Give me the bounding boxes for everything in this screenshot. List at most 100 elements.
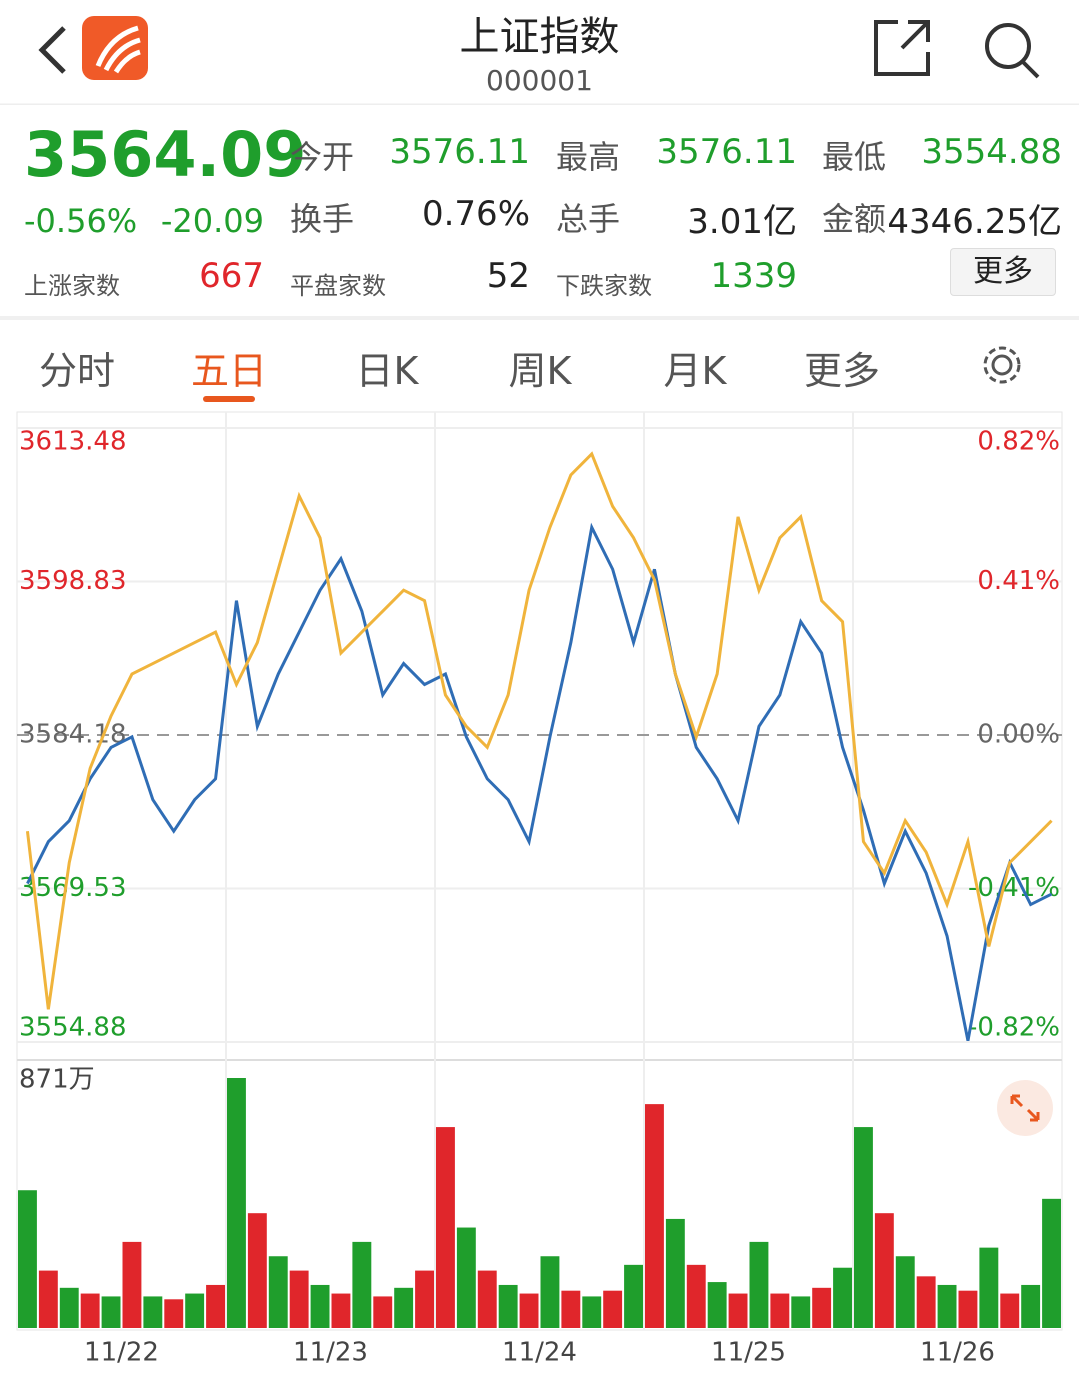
volume-bar xyxy=(833,1267,852,1328)
price: 3564.09 xyxy=(24,118,307,191)
volume-bar xyxy=(1042,1198,1061,1328)
volume-bar xyxy=(937,1284,957,1328)
y-tick-label: 3569.53 xyxy=(19,873,127,903)
y-tick-label: 3598.83 xyxy=(19,566,127,596)
volume-bar xyxy=(268,1256,288,1328)
back-button[interactable] xyxy=(38,26,66,74)
breadth-value: 52 xyxy=(486,256,530,296)
stat-value: 0.76% xyxy=(421,194,530,234)
tab[interactable]: 更多 xyxy=(803,349,881,393)
volume-bar xyxy=(80,1293,100,1328)
volume-bar xyxy=(436,1127,455,1328)
volume-bar xyxy=(812,1287,832,1328)
volume-bar xyxy=(456,1227,476,1328)
volume-bar xyxy=(477,1270,497,1328)
tab[interactable]: 日K xyxy=(355,349,419,393)
x-tick-label: 11/26 xyxy=(920,1338,995,1368)
volume-bar xyxy=(749,1241,769,1328)
volume-bar xyxy=(582,1296,602,1328)
header-icons xyxy=(0,16,1079,105)
volume-bar xyxy=(624,1264,643,1328)
volume-bar xyxy=(707,1282,727,1328)
volume-bar xyxy=(38,1270,58,1328)
stat-value: 3576.11 xyxy=(389,132,530,172)
volume-bar xyxy=(331,1293,351,1328)
volume-bar xyxy=(373,1296,393,1328)
volume-bar xyxy=(958,1290,978,1328)
y-tick-label: 3554.88 xyxy=(19,1013,127,1043)
volume-bar xyxy=(415,1270,434,1328)
tab-underline xyxy=(203,396,255,402)
volume-bar xyxy=(916,1276,936,1328)
volume-bar xyxy=(1000,1293,1020,1328)
volume-bar xyxy=(791,1296,811,1328)
volume-bar xyxy=(645,1104,664,1328)
volume-bar xyxy=(206,1284,225,1328)
volume-bar xyxy=(59,1287,79,1328)
volume-bar xyxy=(979,1247,999,1328)
y2-tick-label: -0.82% xyxy=(968,1013,1060,1043)
volume-bar xyxy=(122,1241,142,1328)
volume-bar xyxy=(143,1296,163,1328)
volume-bar xyxy=(519,1293,539,1328)
stat-value: 4346.25亿 xyxy=(887,202,1062,242)
expand-icon xyxy=(1010,1094,1040,1122)
x-tick-label: 11/24 xyxy=(502,1338,577,1368)
volume-bar xyxy=(18,1190,37,1328)
volume-bar xyxy=(895,1256,915,1328)
x-tick-label: 11/23 xyxy=(293,1338,368,1368)
stat-value: 3554.88 xyxy=(921,132,1062,172)
change: -20.09 xyxy=(160,202,264,240)
breadth-label: 上涨家数 xyxy=(24,272,120,300)
volume-bar xyxy=(185,1293,205,1328)
stat-label: 换手 xyxy=(290,200,355,238)
stat-label: 最高 xyxy=(556,138,621,176)
stat-label: 今开 xyxy=(290,138,355,176)
tab[interactable]: 周K xyxy=(508,349,572,393)
breadth-value: 1339 xyxy=(710,256,797,296)
volume-bar xyxy=(686,1264,706,1328)
y2-tick-label: 0.82% xyxy=(977,427,1060,457)
volume-bar xyxy=(854,1127,873,1328)
volume-bar xyxy=(394,1287,414,1328)
tab[interactable]: 分时 xyxy=(38,349,116,393)
volume-bar xyxy=(1021,1284,1041,1328)
search-button[interactable] xyxy=(985,23,1031,69)
volume-bar xyxy=(540,1256,560,1328)
stat-value: 3.01亿 xyxy=(687,202,797,242)
volume-bar xyxy=(289,1270,309,1328)
volume-bar xyxy=(728,1293,748,1328)
volume-bar xyxy=(101,1296,121,1328)
tab[interactable]: 五日 xyxy=(190,349,268,393)
divider xyxy=(0,316,1079,320)
code: 000001 xyxy=(486,64,593,97)
share-button[interactable] xyxy=(874,20,930,76)
plot-frame xyxy=(16,411,1063,1331)
volume-bar xyxy=(665,1218,685,1328)
volume-bar xyxy=(352,1241,372,1328)
stat-label: 金额 xyxy=(822,200,887,238)
settings-button[interactable] xyxy=(980,343,1024,387)
y2-tick-label: 0.41% xyxy=(977,566,1060,596)
expand-button-bg xyxy=(997,1080,1053,1136)
volume-bar xyxy=(770,1293,790,1328)
title: 上证指数 xyxy=(459,14,620,60)
price-line xyxy=(26,522,1053,1042)
tab[interactable]: 月K xyxy=(663,349,727,393)
volume-bar xyxy=(874,1213,894,1328)
more-button[interactable]: 更多 xyxy=(950,248,1056,296)
breadth-label: 下跌家数 xyxy=(556,272,652,300)
volume-bar xyxy=(247,1213,267,1328)
volume-bar xyxy=(603,1290,623,1328)
stat-label: 最低 xyxy=(822,138,887,176)
y2-tick-label: -0.41% xyxy=(968,873,1060,903)
y-tick-label: 871万 xyxy=(19,1065,95,1095)
volume-bar xyxy=(561,1290,581,1328)
volume-bar xyxy=(227,1078,246,1328)
stat-label: 总手 xyxy=(556,200,621,238)
change-pct: -0.56% xyxy=(24,202,138,240)
stat-value: 3576.11 xyxy=(656,132,797,172)
breadth-value: 667 xyxy=(199,256,264,296)
